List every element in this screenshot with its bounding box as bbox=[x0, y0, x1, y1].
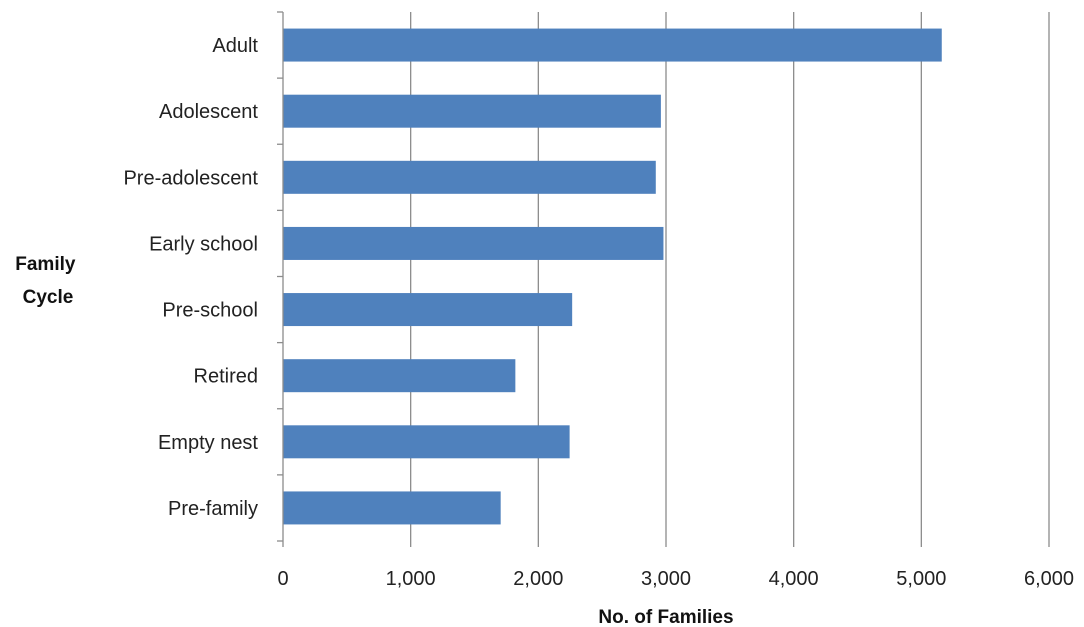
y-axis-title-line-2: Cycle bbox=[23, 287, 74, 308]
category-label-retired: Retired bbox=[194, 366, 258, 388]
x-tick-label-5000: 5,000 bbox=[896, 568, 946, 590]
x-axis-title: No. of Families bbox=[598, 607, 733, 627]
category-label-empty-nest: Empty nest bbox=[158, 432, 258, 454]
x-tick-label-2000: 2,000 bbox=[513, 568, 563, 590]
bar-pre-school bbox=[283, 293, 573, 327]
bar-pre-adolescent bbox=[283, 160, 656, 194]
axes bbox=[277, 11, 1050, 547]
category-label-adolescent: Adolescent bbox=[159, 101, 258, 123]
category-label-pre-school: Pre-school bbox=[162, 300, 258, 322]
x-tick-label-0: 0 bbox=[277, 568, 288, 590]
gridlines bbox=[410, 12, 1050, 541]
x-tick-labels: 0 1,000 2,000 3,000 4,000 5,000 6,000 bbox=[277, 568, 1074, 590]
y-axis-title: Family Cycle bbox=[15, 254, 80, 308]
x-tick-label-6000: 6,000 bbox=[1024, 568, 1074, 590]
bar-early-school bbox=[283, 226, 664, 260]
category-label-adult: Adult bbox=[212, 35, 258, 57]
x-tick-label-1000: 1,000 bbox=[386, 568, 436, 590]
category-label-pre-adolescent: Pre-adolescent bbox=[123, 167, 258, 189]
x-tick-label-3000: 3,000 bbox=[641, 568, 691, 590]
bar-retired bbox=[283, 359, 516, 393]
category-label-early-school: Early school bbox=[149, 233, 258, 255]
bar-adult bbox=[283, 28, 942, 62]
bar-pre-family bbox=[283, 491, 501, 525]
category-label-pre-family: Pre-family bbox=[168, 498, 258, 520]
y-axis-title-line-1: Family bbox=[15, 254, 76, 275]
bars bbox=[283, 28, 942, 525]
x-tick-label-4000: 4,000 bbox=[769, 568, 819, 590]
bar-empty-nest bbox=[283, 425, 570, 459]
bar-adolescent bbox=[283, 94, 661, 128]
category-labels: Adult Adolescent Pre-adolescent Early schoo… bbox=[123, 35, 258, 520]
